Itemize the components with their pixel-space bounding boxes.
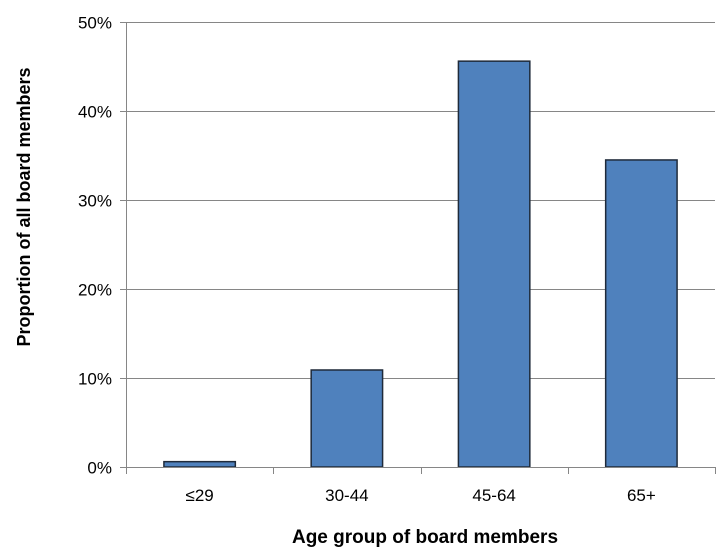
y-tick-label: 0% bbox=[87, 459, 112, 478]
bars-layer bbox=[163, 60, 678, 468]
x-tick-label: 65+ bbox=[627, 486, 656, 505]
bar-2 bbox=[310, 369, 384, 468]
axis-layer bbox=[120, 22, 716, 474]
x-tick-label: ≤29 bbox=[186, 486, 214, 505]
y-tick-label: 40% bbox=[78, 103, 112, 122]
y-tick-label: 10% bbox=[78, 370, 112, 389]
y-axis-title: Proportion of all board members bbox=[14, 67, 34, 346]
y-tick-label: 50% bbox=[78, 14, 112, 33]
bar-3 bbox=[457, 60, 531, 468]
bar-1 bbox=[163, 460, 237, 468]
x-tick-label: 30-44 bbox=[325, 486, 368, 505]
y-tick-label: 20% bbox=[78, 281, 112, 300]
tick-label-layer: 0% 10% 20% 30% 40% 50% ≤29 30-44 45-64 65+ bbox=[78, 14, 656, 506]
x-axis-title: Age group of board members bbox=[292, 527, 558, 548]
y-tick-label: 30% bbox=[78, 192, 112, 211]
x-tick-label: 45-64 bbox=[472, 486, 515, 505]
bar-4 bbox=[604, 159, 678, 468]
